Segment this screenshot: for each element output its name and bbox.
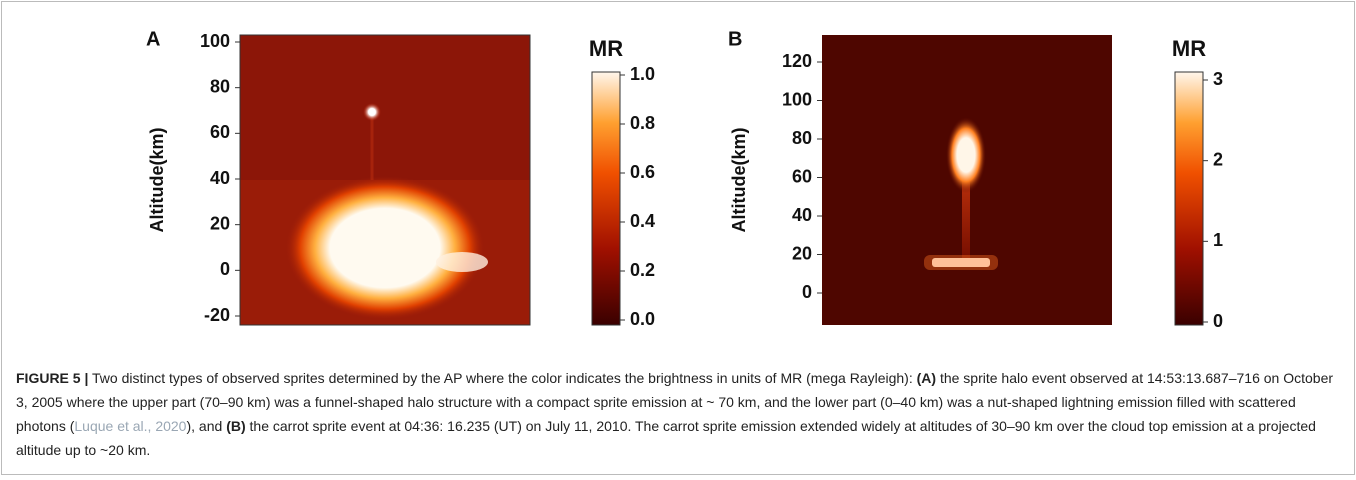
caption-panel-ref: (B): [226, 418, 246, 434]
caption-panel-ref: (A): [916, 370, 937, 386]
colorbar-tick-label: 1: [1213, 230, 1223, 250]
panel-label: B: [728, 28, 742, 50]
colorbar-tick-label: 0.6: [630, 162, 655, 182]
y-tick-label: 0: [802, 282, 812, 302]
image-a-border: [239, 34, 531, 326]
panel-label: A: [146, 28, 160, 50]
cloud-top-emission: [932, 258, 990, 267]
colorbar-tick-label: 3: [1213, 69, 1223, 89]
caption-figure-label: FIGURE 5 |: [16, 370, 89, 386]
caption-text: the carrot sprite event at 04:36: 16.235…: [16, 418, 1316, 458]
colorbar-title: MR: [1172, 36, 1206, 61]
sprite-dot: [363, 103, 381, 121]
colorbar-tick-label: 0.4: [630, 211, 655, 231]
y-tick-label: 100: [200, 31, 230, 51]
axis-label: Altitude(km): [147, 128, 167, 233]
y-tick-label: -20: [204, 305, 230, 325]
colorbar-b: [1174, 71, 1204, 326]
caption-text: the sprite halo event observed at 14:53:…: [16, 370, 1334, 434]
colorbar-tick-label: 0.8: [630, 113, 655, 133]
y-tick-label: 0: [220, 259, 230, 279]
y-tick-label: 40: [210, 168, 230, 188]
caption-text: ), and: [186, 418, 227, 434]
caption-text: Two distinct types of observed sprites d…: [88, 370, 917, 386]
y-tick-label: 100: [782, 89, 812, 109]
y-tick-label: 60: [792, 166, 812, 186]
axis-label: Altitude(km): [729, 128, 749, 233]
colorbar-title: MR: [589, 36, 623, 61]
halo-blob: [285, 176, 485, 320]
colorbar-tick-label: 0.0: [630, 309, 655, 329]
figure: A B Altitude(km) Altitude(km) MR MR 1008…: [146, 28, 1223, 331]
carrot-body: [946, 117, 986, 193]
colorbar-tick-label: 0.2: [630, 260, 655, 280]
cloud-top-glow: [924, 255, 998, 270]
colorbar-a: [591, 71, 621, 326]
y-tick-label: 20: [792, 243, 812, 263]
carrot-stalk: [962, 165, 970, 260]
colorbar-tick-label: 1.0: [630, 64, 655, 84]
halo-tail: [436, 252, 488, 272]
y-tick-label: 80: [792, 128, 812, 148]
y-tick-label: 20: [210, 213, 230, 233]
caption: FIGURE 5 | Two distinct types of observe…: [16, 366, 1342, 462]
colorbar-tick-label: 2: [1213, 149, 1223, 169]
y-tick-label: 40: [792, 205, 812, 225]
colorbar-tick-label: 0: [1213, 311, 1223, 331]
caption-citation[interactable]: Luque et al., 2020: [74, 418, 187, 434]
y-tick-label: 60: [210, 122, 230, 142]
y-tick-label: 120: [782, 51, 812, 71]
y-tick-label: 80: [210, 76, 230, 96]
